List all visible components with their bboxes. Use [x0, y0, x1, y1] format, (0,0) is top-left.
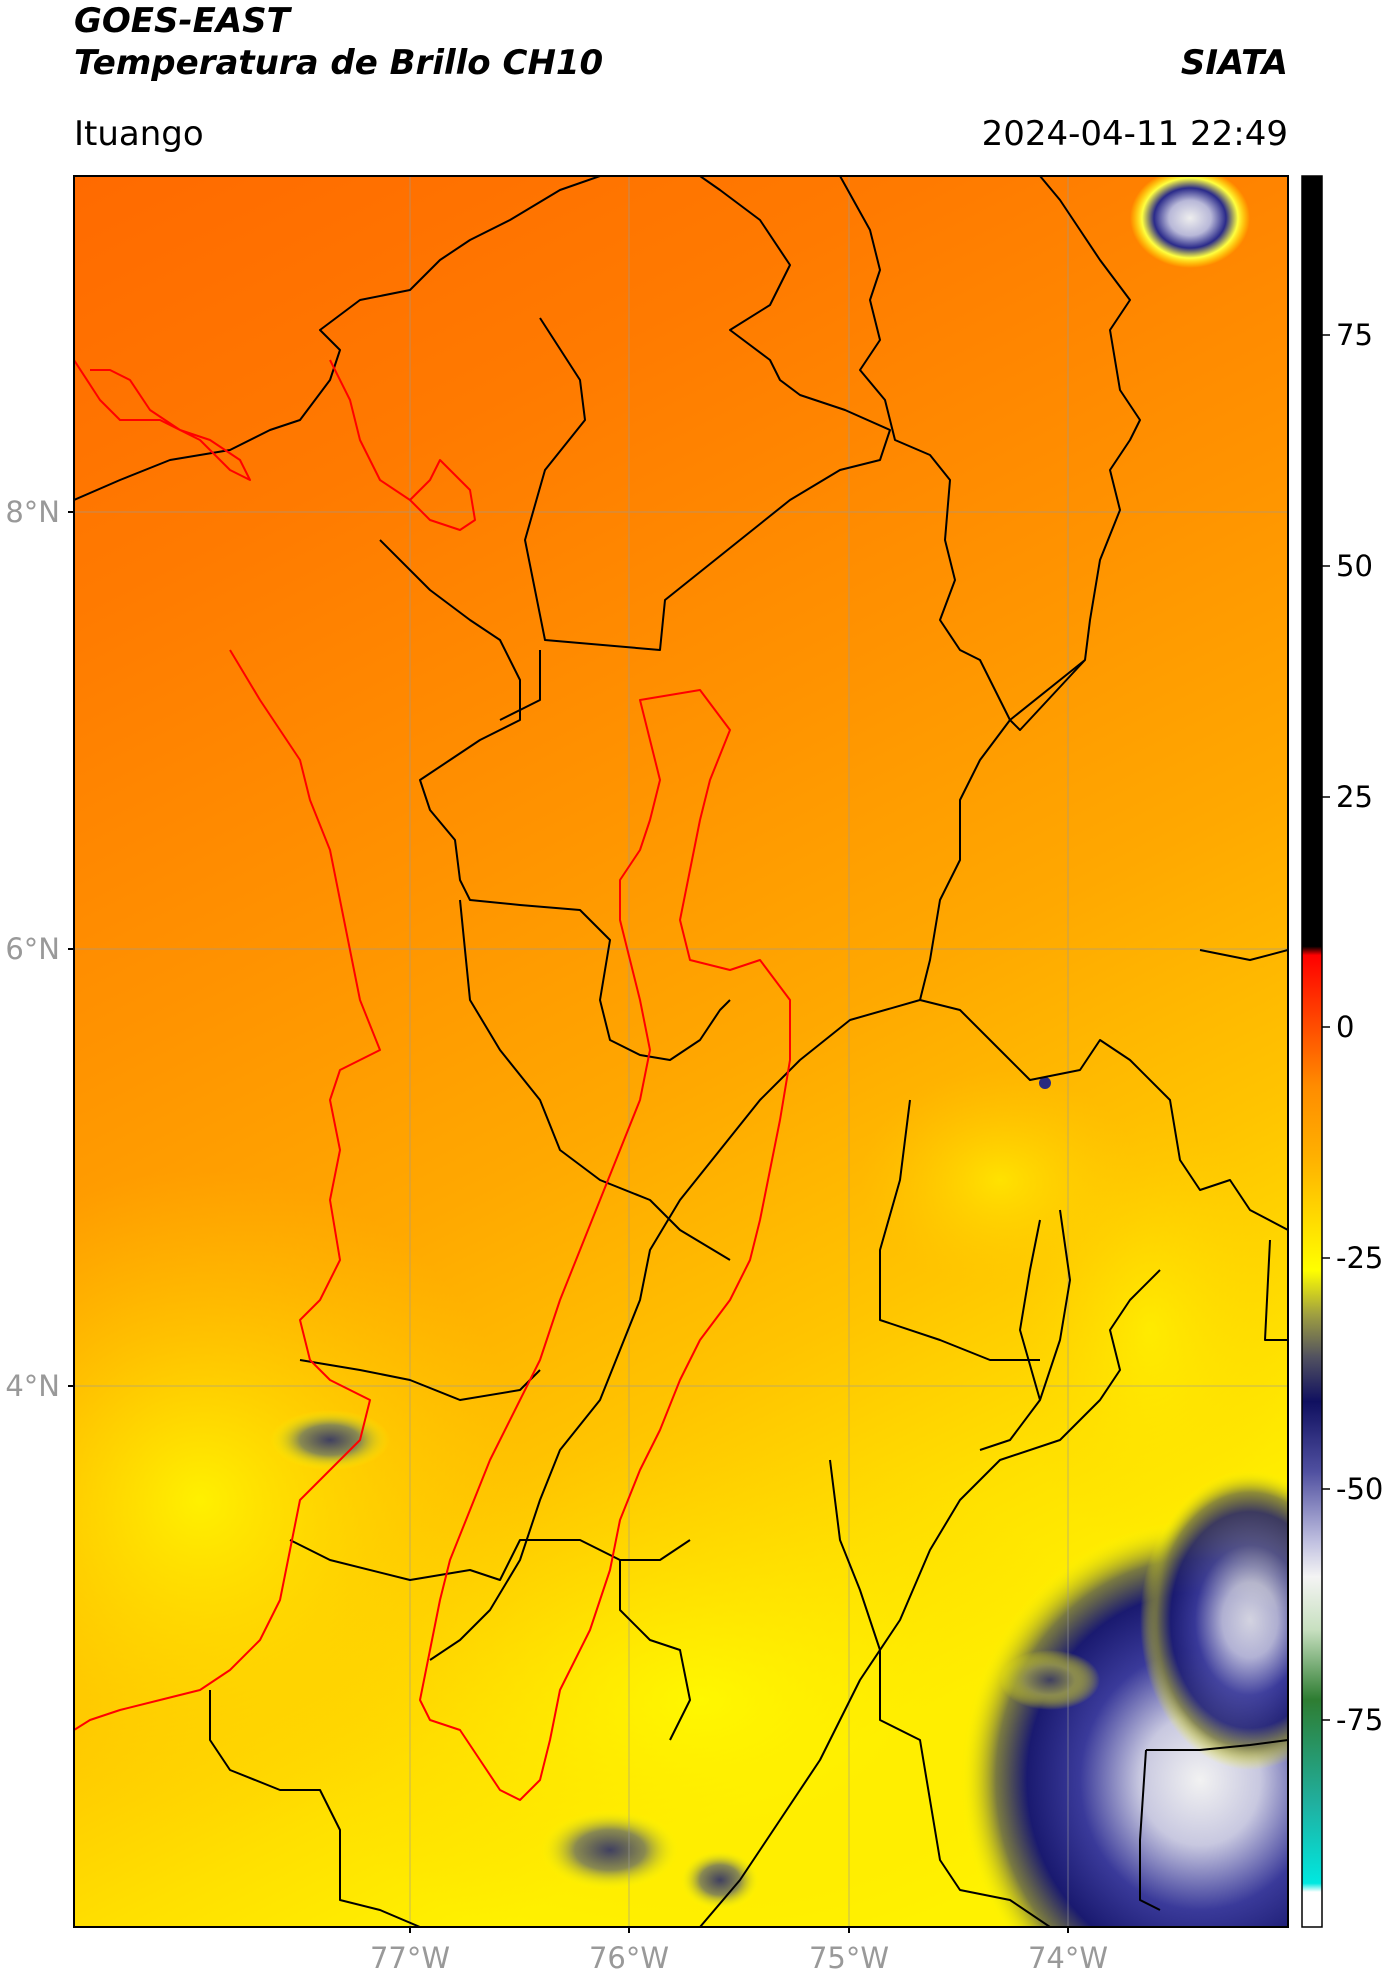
- satellite-title: GOES-EAST: [74, 1, 290, 41]
- lat-tick-label: 8°N: [5, 495, 60, 529]
- region-label: Ituango: [74, 114, 204, 154]
- graticule: [74, 176, 1288, 1927]
- longitude-ticks: 77°W 76°W 75°W 74°W: [370, 1927, 1108, 1975]
- colorbar-tick-label: 25: [1336, 780, 1373, 814]
- colorbar-tick-label: 75: [1336, 318, 1373, 352]
- colorbar-tick-label: 0: [1336, 1010, 1354, 1044]
- department-borders: [74, 176, 1288, 1927]
- lon-tick-label: 77°W: [370, 1941, 450, 1975]
- latitude-ticks: 8°N 6°N 4°N: [5, 495, 74, 1403]
- timestamp-label: 2024-04-11 22:49: [981, 114, 1288, 154]
- colorbar-tick-label: -50: [1336, 1472, 1383, 1506]
- product-title: Temperatura de Brillo CH10: [74, 43, 604, 83]
- map-frame: [73, 175, 1289, 1928]
- colorbar-tick-label: -75: [1336, 1703, 1383, 1737]
- colorbar: 75 50 25 0 -25 -50 -75: [1301, 175, 1383, 1928]
- lat-tick-label: 4°N: [5, 1369, 60, 1403]
- colorbar-ramp: [1301, 175, 1323, 1928]
- organization-label: SIATA: [1180, 43, 1288, 83]
- colorbar-tick-label: 50: [1336, 549, 1373, 583]
- lon-tick-label: 75°W: [809, 1941, 889, 1975]
- lon-tick-label: 74°W: [1028, 1941, 1108, 1975]
- watershed-and-coastline: [74, 359, 791, 1801]
- lon-tick-label: 76°W: [589, 1941, 669, 1975]
- colorbar-tick-label: -25: [1336, 1241, 1383, 1275]
- lat-tick-label: 6°N: [5, 932, 60, 966]
